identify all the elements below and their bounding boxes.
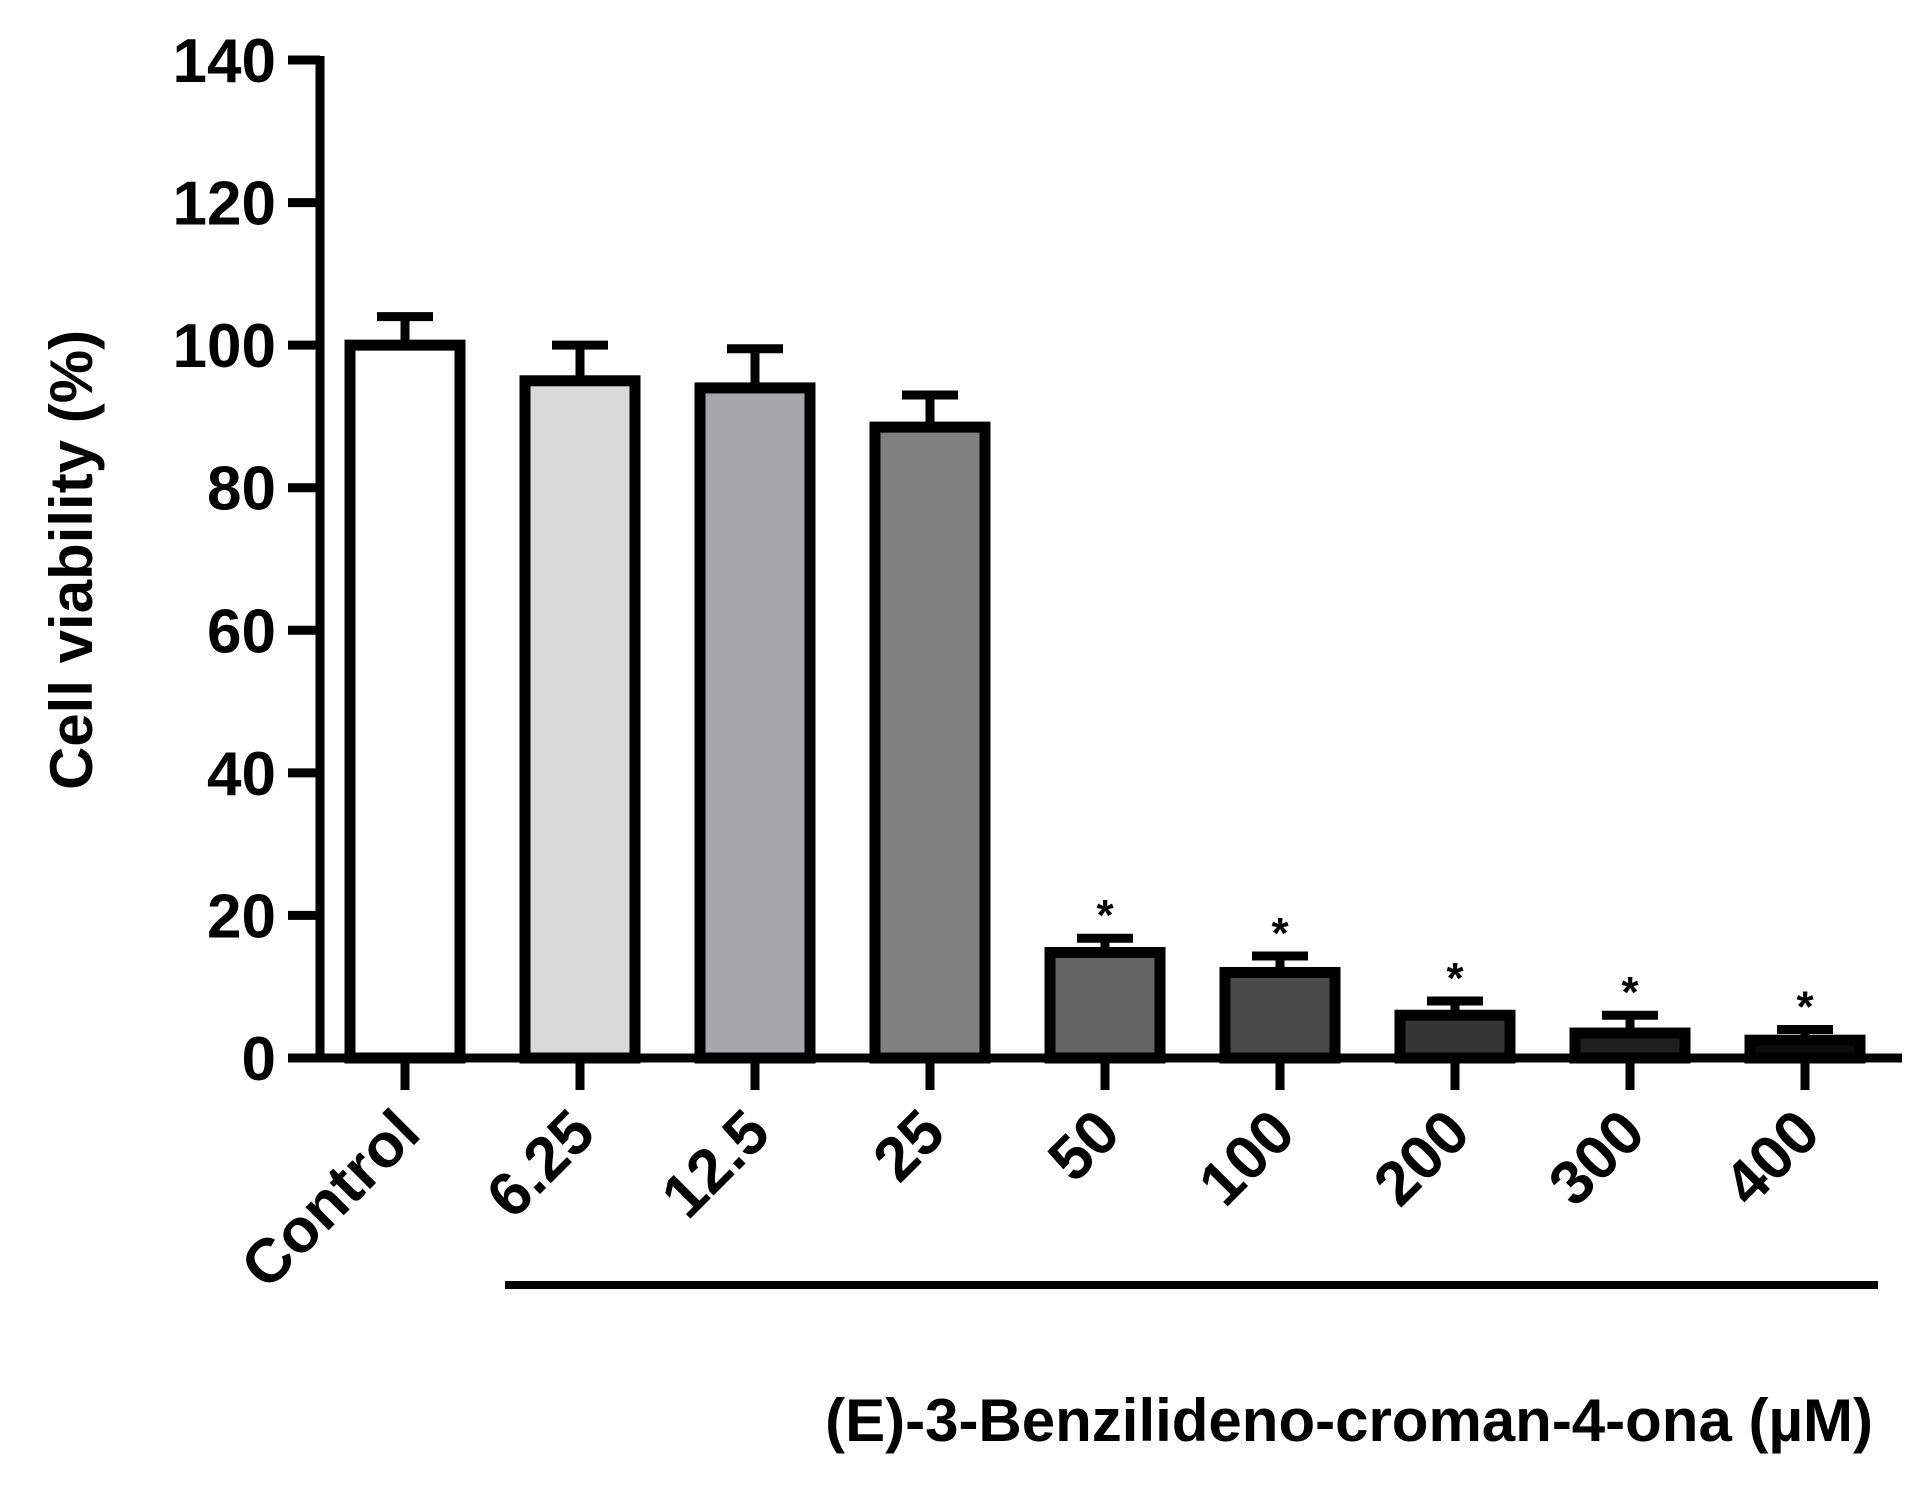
y-axis: 0 20 40 60 80 100 120 140 [173, 27, 325, 1094]
bar-25 [869, 421, 991, 1064]
x-tick-label-200: 200 [1361, 1097, 1483, 1219]
x-tick-label-Control: Control [228, 1097, 433, 1302]
y-axis-label: Cell viability (%) [38, 330, 105, 790]
bar-200 [1394, 1009, 1516, 1064]
significance-star-300: * [1621, 968, 1639, 1017]
x-tick-label-50: 50 [1035, 1097, 1133, 1195]
y-tick-label: 120 [173, 170, 276, 239]
y-tick-label: 20 [207, 882, 276, 951]
x-tick-label-12.5: 12.5 [649, 1097, 783, 1231]
y-tick-label: 60 [207, 597, 276, 666]
x-axis-label: (E)-3-Benzilideno-croman-4-ona (µM) [825, 1387, 1873, 1454]
error-bars-group [377, 312, 1833, 1041]
x-tick-label-100: 100 [1186, 1097, 1308, 1219]
y-tick-label: 0 [242, 1025, 276, 1094]
bar-50 [1044, 946, 1166, 1064]
y-tick-label: 40 [207, 740, 276, 809]
significance-star-200: * [1446, 954, 1464, 1003]
bar-6.25 [519, 375, 641, 1064]
significance-star-400: * [1796, 982, 1814, 1031]
bar-12.5 [694, 382, 816, 1064]
x-tick-label-25: 25 [860, 1097, 958, 1195]
bar-100 [1219, 966, 1341, 1064]
bar-300 [1569, 1027, 1691, 1064]
y-tick-label: 80 [207, 455, 276, 524]
y-tick-label: 140 [173, 27, 276, 96]
significance-star-50: * [1096, 891, 1114, 940]
x-tick-label-6.25: 6.25 [474, 1097, 608, 1231]
y-tick-label: 100 [173, 312, 276, 381]
significance-markers: * * * * * [1096, 891, 1814, 1031]
significance-star-100: * [1271, 909, 1289, 958]
x-tick-labels: Control 6.25 12.5 25 50 100 200 300 400 [228, 1097, 1833, 1302]
x-tick-label-400: 400 [1711, 1097, 1833, 1219]
bar-400 [1744, 1034, 1866, 1064]
x-tick-label-300: 300 [1536, 1097, 1658, 1219]
bar-Control [344, 339, 466, 1064]
